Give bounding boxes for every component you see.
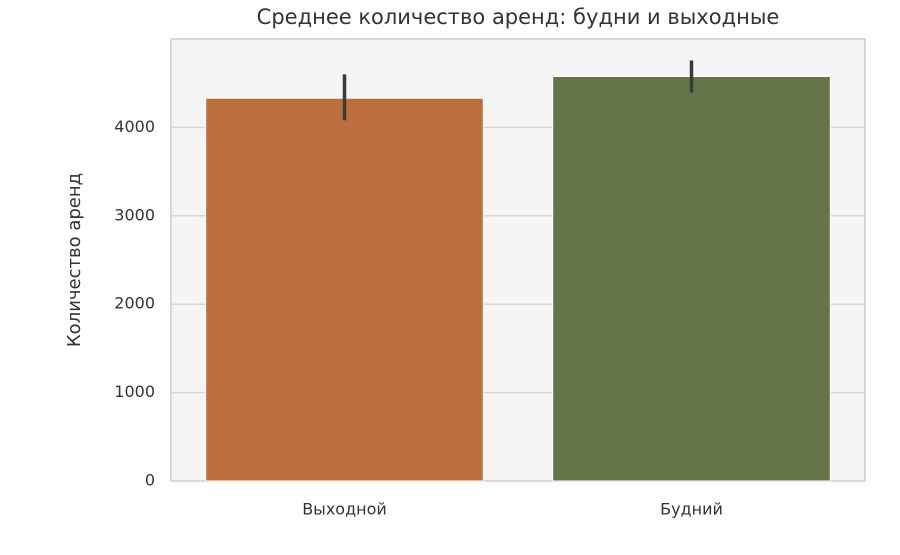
y-tick-label: 1000: [114, 382, 155, 401]
chart-title: Среднее количество аренд: будни и выходн…: [257, 5, 780, 29]
y-tick-label: 4000: [114, 117, 155, 136]
y-axis-label: Количество аренд: [64, 173, 85, 347]
x-tick-label: Будний: [660, 500, 723, 519]
y-tick-label: 3000: [114, 205, 155, 224]
bar: [552, 75, 831, 482]
bar: [205, 97, 484, 482]
y-tick-label: 0: [145, 471, 155, 490]
x-tick-label: Выходной: [302, 500, 387, 519]
y-tick-label: 2000: [114, 294, 155, 313]
